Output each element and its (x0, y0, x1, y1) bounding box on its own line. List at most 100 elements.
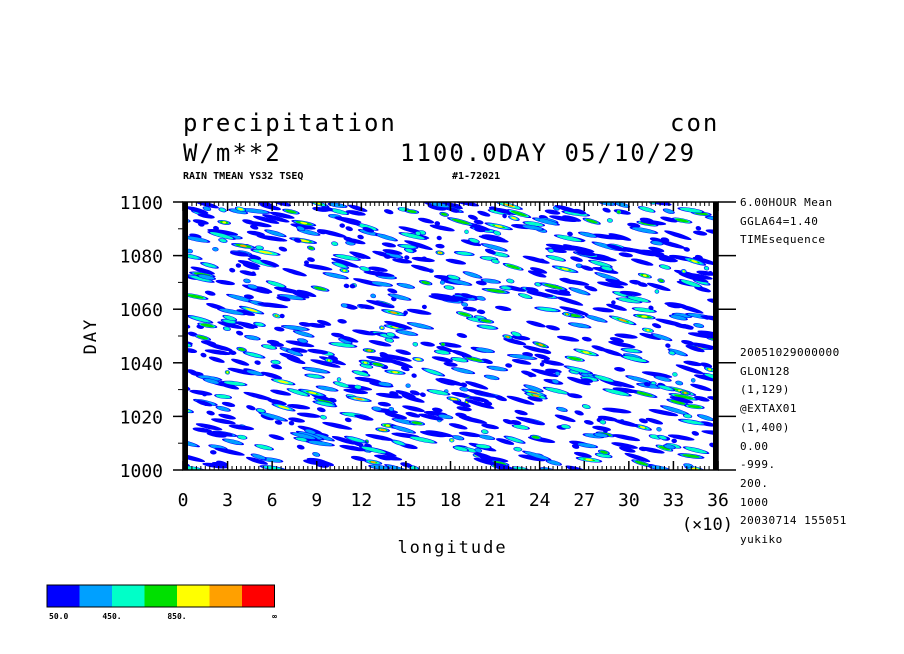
rain-cell (260, 259, 280, 267)
rain-contour (460, 387, 468, 392)
rain-contour (447, 279, 470, 286)
rain-contour (248, 308, 256, 312)
rain-cell (554, 371, 561, 376)
rain-contour (482, 278, 500, 284)
rain-contour (480, 325, 495, 329)
rain-cell (435, 250, 445, 256)
rain-cell (684, 404, 705, 410)
rain-cell (285, 340, 315, 348)
rain-cell (244, 369, 265, 376)
rain-contour (585, 218, 598, 224)
rain-cell (395, 390, 416, 398)
rain-contour (580, 265, 594, 271)
rain-cell (680, 269, 687, 274)
rain-cell (679, 390, 691, 396)
rain-cell (331, 258, 360, 268)
rain-contour (282, 268, 307, 277)
rain-cell (310, 285, 330, 292)
rain-contour (219, 208, 226, 212)
rain-cell (649, 237, 664, 243)
rain-cell (685, 345, 705, 353)
rain-cell (619, 446, 636, 453)
rain-cell (602, 388, 632, 397)
x-tick-label: 24 (529, 490, 551, 511)
rain-cell (453, 250, 475, 257)
rain-contour (473, 452, 493, 459)
rain-cell (411, 373, 417, 378)
rain-cell (289, 237, 318, 244)
rain-cell (274, 326, 285, 332)
rain-cell (387, 288, 398, 294)
rain-contour (200, 352, 207, 358)
rain-cell (554, 204, 580, 214)
rain-cell (460, 382, 468, 388)
rain-contour (646, 329, 650, 332)
rain-contour (195, 423, 223, 431)
rain-contour (211, 431, 233, 437)
side-info-line: 20030714 155051 (740, 514, 847, 528)
x-tick-label: 33 (663, 490, 685, 511)
rain-contour (392, 371, 398, 374)
colorbar-label: ∞ (272, 612, 277, 621)
rain-cell (282, 268, 307, 277)
rain-cell (614, 333, 638, 339)
rain-cell (514, 409, 528, 416)
rain-contour (419, 430, 447, 438)
rain-cell (253, 321, 266, 327)
rain-contour (600, 450, 608, 454)
rain-contour (222, 221, 227, 224)
rain-cell (563, 365, 594, 375)
rain-cell (449, 437, 455, 443)
rain-contour (386, 332, 395, 337)
rain-cell (439, 280, 445, 285)
rain-cell (190, 266, 215, 275)
rain-contour (314, 286, 327, 291)
rain-cell (664, 230, 692, 241)
rain-contour (649, 237, 664, 243)
rain-cell (609, 337, 624, 343)
rain-contour (223, 381, 246, 386)
rain-cell (185, 206, 209, 214)
rain-contour (375, 392, 403, 399)
rain-cell (434, 221, 441, 226)
rain-contour (243, 294, 254, 300)
rain-contour (639, 332, 662, 340)
rain-contour (186, 369, 198, 375)
rain-contour (287, 349, 302, 356)
rain-contour (583, 377, 596, 381)
rain-cell (339, 268, 350, 273)
rain-cell (236, 434, 248, 440)
rain-cell (462, 306, 477, 312)
rain-cell (660, 237, 670, 243)
rain-contour (556, 296, 584, 306)
rain-contour (202, 462, 228, 469)
x-tick-label: 3 (222, 490, 233, 511)
rain-contour (514, 425, 527, 429)
rain-cell (185, 274, 215, 283)
rain-cell (346, 395, 372, 403)
rain-cell (690, 383, 712, 392)
rain-cell (304, 428, 317, 435)
rain-cell (431, 407, 443, 413)
rain-cell (270, 378, 296, 386)
colorbar: 50.0 450. 850. ∞ (46, 584, 277, 621)
rain-cell (202, 206, 212, 211)
rain-contour (539, 362, 545, 367)
rain-cell (582, 217, 601, 225)
rain-cell (292, 291, 310, 299)
rain-contour (217, 394, 229, 399)
rain-cell (663, 444, 676, 450)
rain-cell (192, 427, 213, 433)
rain-cell (221, 380, 248, 387)
rain-cell (668, 350, 676, 356)
rain-contour (448, 275, 460, 280)
rain-contour (192, 427, 213, 433)
rain-contour (307, 348, 329, 355)
rain-cell (331, 332, 345, 338)
x-multiplier-label: (×10) (682, 515, 733, 535)
rain-contour (673, 313, 691, 318)
rain-cell (637, 206, 656, 213)
rain-contour (389, 294, 410, 301)
rain-contour (368, 266, 388, 272)
rain-contour (475, 448, 482, 453)
